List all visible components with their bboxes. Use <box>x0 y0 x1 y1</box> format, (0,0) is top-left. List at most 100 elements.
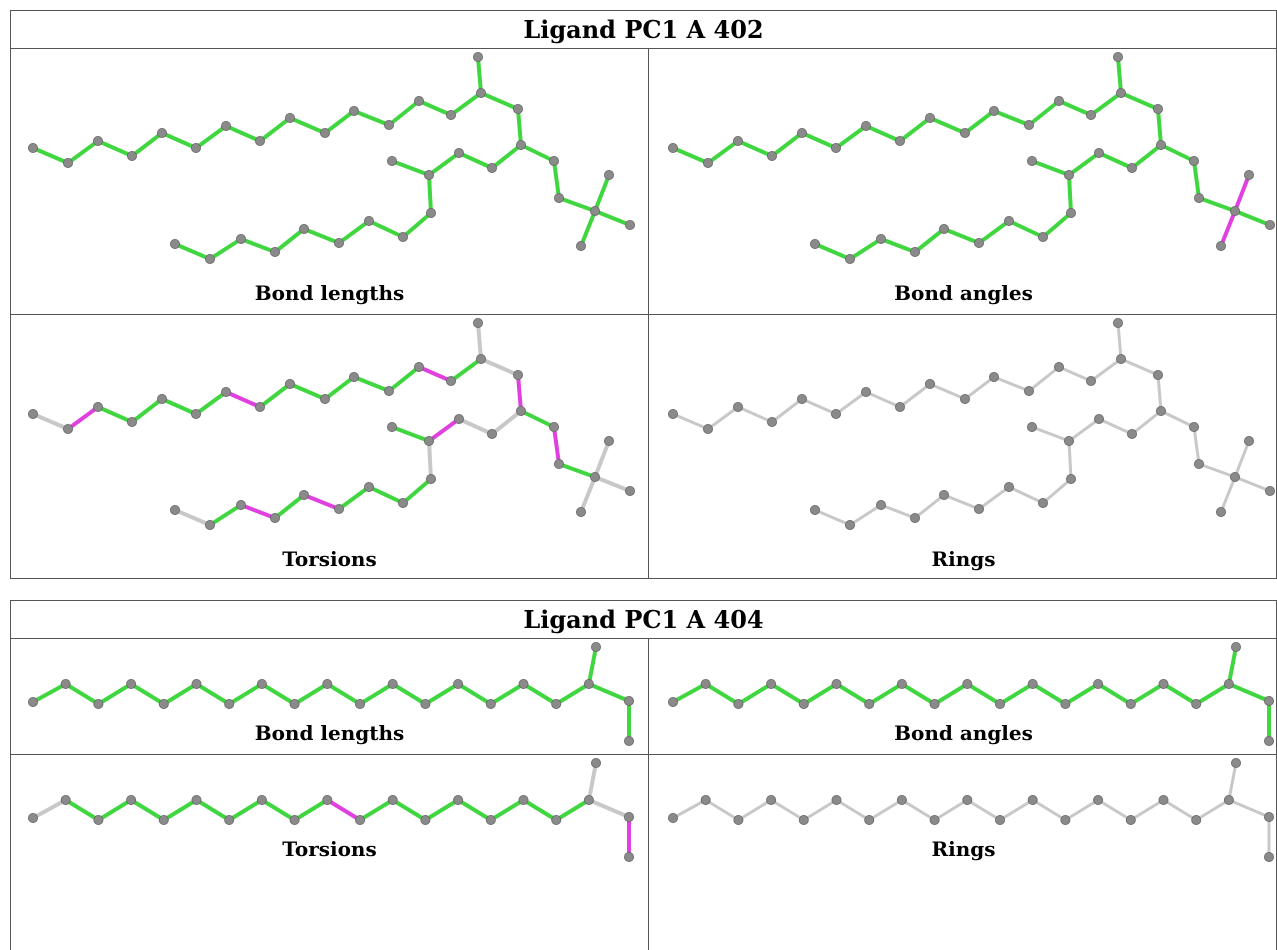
panel-bond-angles: Bond angles <box>649 639 1277 754</box>
atom <box>1264 736 1275 747</box>
atom <box>1063 170 1074 181</box>
atom <box>909 512 920 523</box>
atom <box>830 143 841 154</box>
bond <box>292 682 330 706</box>
bond <box>586 798 631 819</box>
panel-torsions: Torsions <box>11 755 648 870</box>
atom <box>127 151 138 162</box>
bond <box>417 99 453 117</box>
bond <box>401 211 433 239</box>
bond <box>834 124 868 150</box>
atom <box>831 795 842 806</box>
bond <box>965 798 1002 822</box>
atom <box>413 96 424 107</box>
bond <box>31 146 70 165</box>
atom <box>576 240 587 251</box>
atom <box>590 471 601 482</box>
atom <box>894 136 905 147</box>
divider <box>11 314 1276 315</box>
bond <box>427 173 433 215</box>
atom <box>667 813 678 824</box>
panel-caption: Torsions <box>282 547 377 571</box>
atom <box>909 246 920 257</box>
panel-rings: Rings <box>649 755 1277 870</box>
bond <box>488 682 526 706</box>
atom <box>386 422 397 433</box>
atom <box>27 409 38 420</box>
atom <box>1216 506 1227 517</box>
atom <box>1216 240 1227 251</box>
bond <box>1227 798 1271 819</box>
atom <box>625 219 636 230</box>
atom <box>60 679 71 690</box>
atom <box>1223 679 1234 690</box>
bond <box>302 493 341 511</box>
atom <box>988 372 999 383</box>
atom <box>1085 376 1096 387</box>
bond <box>1130 409 1163 436</box>
atom <box>1264 696 1275 707</box>
bond <box>736 798 773 822</box>
atom <box>624 696 635 707</box>
atom <box>583 795 594 806</box>
bond <box>456 798 493 822</box>
bond <box>706 139 740 165</box>
atom <box>1191 699 1202 710</box>
bond <box>554 798 591 822</box>
bond <box>490 409 523 436</box>
atom <box>1125 699 1136 710</box>
bond <box>671 798 708 820</box>
bond <box>1226 682 1271 703</box>
atom <box>348 106 359 117</box>
bond <box>899 682 937 706</box>
atom <box>1093 795 1104 806</box>
atom <box>929 815 940 826</box>
bond <box>736 405 774 424</box>
atom <box>1152 370 1163 381</box>
bond <box>516 373 523 413</box>
atom <box>554 458 565 469</box>
bond <box>224 124 262 143</box>
bond <box>1067 439 1073 481</box>
bond <box>801 682 839 706</box>
atom <box>767 151 778 162</box>
atom <box>809 238 820 249</box>
bond <box>586 645 598 686</box>
atom <box>1264 812 1275 823</box>
atom <box>413 362 424 373</box>
bond <box>1197 462 1237 479</box>
atom <box>700 679 711 690</box>
atom <box>93 699 104 710</box>
bond <box>273 493 306 520</box>
bond <box>1156 373 1163 413</box>
atom <box>1125 815 1136 826</box>
panel-caption: Torsions <box>282 837 377 861</box>
atom <box>733 136 744 147</box>
bond <box>239 503 277 520</box>
bond <box>864 124 902 143</box>
atom <box>1003 481 1014 492</box>
divider <box>11 754 1276 755</box>
atom <box>348 372 359 383</box>
bond <box>130 397 164 424</box>
bond <box>1219 209 1237 248</box>
atom <box>625 485 636 496</box>
bond <box>770 397 804 424</box>
atom <box>453 795 464 806</box>
bond <box>1159 409 1196 429</box>
atom <box>93 136 104 147</box>
bond <box>813 242 852 261</box>
atom <box>1023 386 1034 397</box>
atom <box>667 409 678 420</box>
bond <box>1089 91 1123 117</box>
bond <box>521 798 559 822</box>
atom <box>591 642 602 652</box>
bond <box>992 375 1031 393</box>
panel-caption: Bond angles <box>894 281 1033 305</box>
atom <box>667 143 678 154</box>
bond <box>130 131 164 158</box>
bond <box>928 116 967 135</box>
atom <box>485 699 496 710</box>
atom <box>624 812 635 823</box>
bond <box>488 798 526 822</box>
